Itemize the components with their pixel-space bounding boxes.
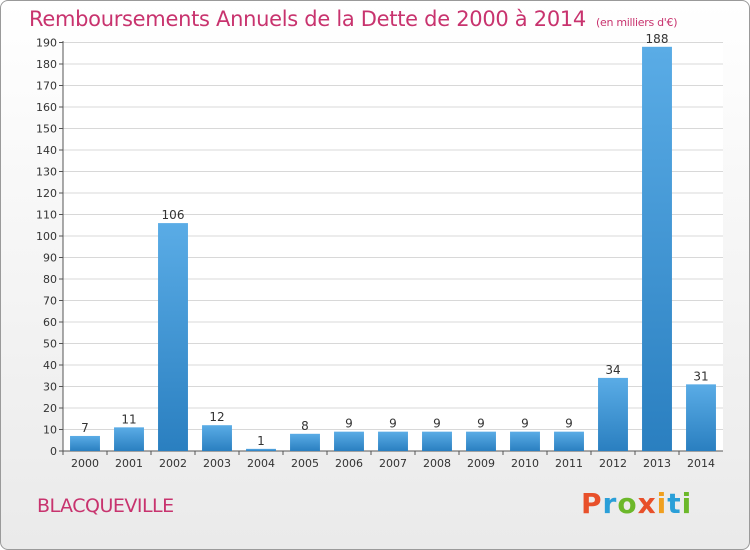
y-tick-label: 120 (36, 187, 57, 200)
bar-value-label: 7 (81, 421, 89, 435)
logo-letter: t (667, 487, 682, 520)
y-tick-label: 100 (36, 230, 57, 243)
logo-letter: P (581, 487, 603, 520)
bar (642, 46, 672, 451)
chart-subtitle: (en milliers d'€) (596, 16, 678, 29)
x-tick-label: 2007 (379, 457, 407, 470)
bar-value-label: 9 (521, 417, 529, 431)
bar-value-label: 31 (693, 369, 708, 383)
logo-letter: o (617, 487, 638, 520)
x-tick-label: 2001 (115, 457, 143, 470)
x-tick-label: 2012 (599, 457, 627, 470)
y-tick-label: 90 (43, 252, 57, 265)
bar (334, 431, 364, 451)
x-tick-label: 2009 (467, 457, 495, 470)
y-tick-label: 160 (36, 101, 57, 114)
y-tick-label: 60 (43, 316, 57, 329)
bar-value-label: 12 (209, 410, 224, 424)
logo-letter: r (602, 487, 618, 520)
bar (686, 384, 716, 451)
x-tick-label: 2008 (423, 457, 451, 470)
y-tick-label: 190 (36, 37, 57, 50)
bar-value-label: 106 (162, 208, 185, 222)
bar (598, 377, 628, 451)
bar (246, 448, 276, 451)
bar-value-label: 9 (565, 417, 573, 431)
y-tick-label: 70 (43, 295, 57, 308)
bar (114, 427, 144, 451)
x-tick-label: 2014 (687, 457, 715, 470)
bar (466, 431, 496, 451)
y-tick-label: 150 (36, 123, 57, 136)
bar-value-label: 1 (257, 434, 265, 448)
proxiti-logo: Proxiti (581, 487, 692, 520)
bar (70, 435, 100, 451)
bar-value-label: 11 (121, 412, 136, 426)
x-tick-label: 2010 (511, 457, 539, 470)
x-tick-label: 2011 (555, 457, 583, 470)
x-tick-label: 2005 (291, 457, 319, 470)
y-tick-label: 50 (43, 338, 57, 351)
bar-value-label: 9 (389, 417, 397, 431)
y-tick-label: 180 (36, 58, 57, 71)
y-tick-label: 40 (43, 359, 57, 372)
bar (290, 433, 320, 451)
y-tick-label: 80 (43, 273, 57, 286)
chart-title: Remboursements Annuels de la Dette de 20… (29, 7, 677, 31)
bar-value-label: 9 (345, 417, 353, 431)
x-tick-label: 2004 (247, 457, 275, 470)
y-tick-label: 30 (43, 381, 57, 394)
bar-value-label: 9 (477, 417, 485, 431)
bar (554, 431, 584, 451)
bar-chart: 0 10 20 30 40 50 60 70 80 90 100 110 120 130 140 150 160… (36, 32, 723, 470)
x-tick-label: 2006 (335, 457, 363, 470)
y-tick-label: 130 (36, 166, 57, 179)
logo-letter: x (637, 487, 657, 520)
x-tick-label: 2002 (159, 457, 187, 470)
bar (422, 431, 452, 451)
commune-name: BLACQUEVILLE (37, 495, 174, 517)
title-text: Remboursements Annuels de la Dette de 20… (29, 7, 586, 31)
x-tick-label: 2013 (643, 457, 671, 470)
logo-letter: i (681, 487, 693, 520)
bar (202, 425, 232, 451)
bar-value-label: 188 (646, 32, 669, 46)
bar (378, 431, 408, 451)
y-tick-label: 20 (43, 402, 57, 415)
bar (158, 223, 188, 451)
y-tick-label: 140 (36, 144, 57, 157)
bar-value-label: 9 (433, 417, 441, 431)
logo-letter: i (656, 487, 668, 520)
y-tick-label: 170 (36, 80, 57, 93)
y-tick-label: 110 (36, 209, 57, 222)
bar (510, 431, 540, 451)
x-tick-label: 2003 (203, 457, 231, 470)
bar-value-label: 8 (301, 419, 309, 433)
x-tick-label: 2000 (71, 457, 99, 470)
y-tick-label: 0 (50, 445, 57, 458)
y-tick-label: 10 (43, 424, 57, 437)
bar-value-label: 34 (605, 363, 620, 377)
